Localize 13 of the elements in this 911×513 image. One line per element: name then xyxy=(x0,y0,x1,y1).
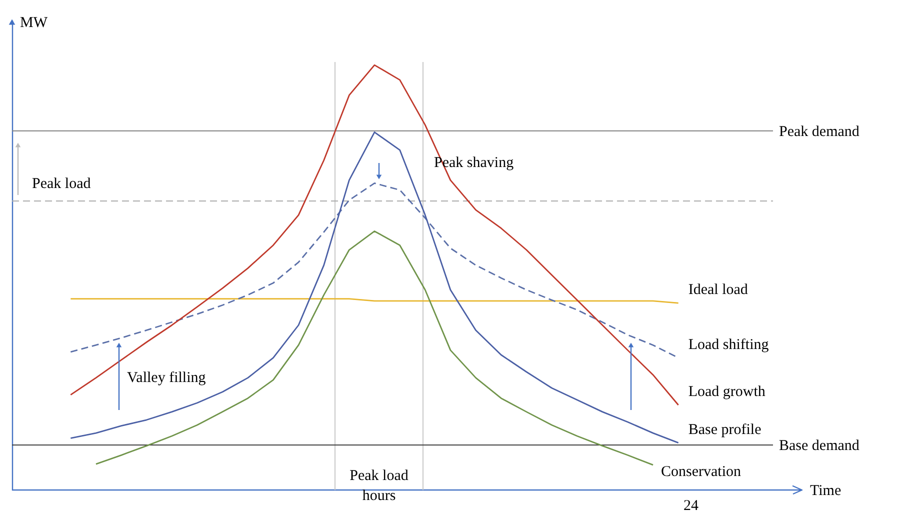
series-label: Load shifting xyxy=(688,336,770,353)
series-label: Load growth xyxy=(688,384,766,400)
ref-line-label: Peak demand xyxy=(779,124,860,140)
y-axis-title: MW xyxy=(20,15,48,31)
text: 24 xyxy=(684,498,699,513)
series-label: Ideal load xyxy=(688,282,748,298)
annotation: Peak load xyxy=(32,176,92,192)
series-label: Base profile xyxy=(688,422,762,438)
annotation: Valley filling xyxy=(127,370,206,386)
annotation: Peak load hours xyxy=(350,468,409,504)
series-label: Conservation xyxy=(661,464,742,480)
text: Time xyxy=(810,483,842,499)
ref-line-label: Base demand xyxy=(779,438,860,454)
